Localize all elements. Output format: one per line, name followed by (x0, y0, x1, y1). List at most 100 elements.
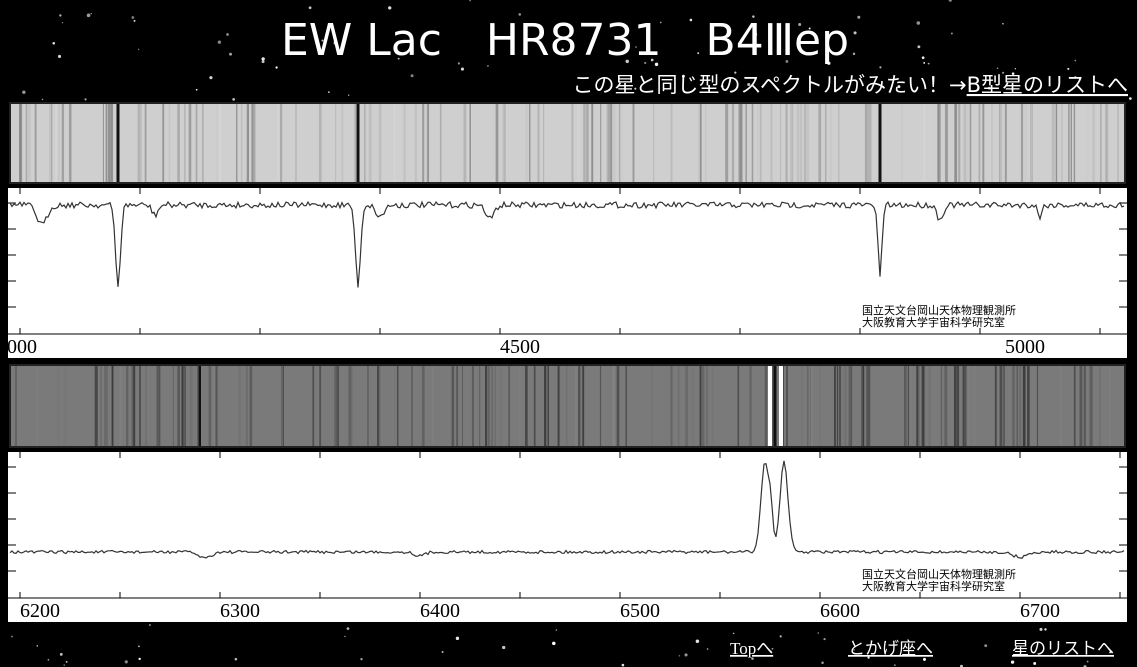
strip-line (137, 104, 140, 182)
list-link[interactable]: B型星のリストへ (967, 73, 1128, 97)
strip-line (806, 104, 810, 182)
strip-line (691, 366, 695, 446)
strip-line (518, 366, 521, 446)
star (1109, 651, 1112, 654)
strip-line (978, 104, 981, 182)
strip-line (334, 104, 337, 182)
strip-line (246, 104, 249, 182)
strip-line (945, 104, 949, 182)
strip-line (665, 366, 669, 446)
star (817, 632, 820, 634)
star (333, 41, 337, 45)
strip-line (537, 104, 540, 182)
strip-line (791, 104, 794, 182)
star (328, 91, 330, 93)
strip-line (1117, 104, 1119, 182)
strip-line (1060, 366, 1062, 446)
strip-line (499, 366, 503, 446)
star (1044, 628, 1047, 631)
star (720, 84, 724, 88)
strip-line (607, 104, 611, 182)
strip-line (973, 366, 976, 446)
star (752, 15, 755, 18)
strip-line (281, 366, 283, 446)
strip-line (848, 366, 850, 446)
star (695, 639, 700, 644)
strip-line (807, 366, 811, 446)
strip-line (105, 104, 108, 182)
strip-line (711, 366, 714, 446)
strip-line (1089, 366, 1093, 446)
strip-line (557, 366, 560, 446)
star (308, 6, 312, 10)
star (469, 0, 471, 2)
strip-line (652, 104, 655, 182)
star (922, 657, 927, 661)
axis-label: 6200 (20, 600, 60, 622)
strip-line (916, 366, 920, 446)
title: EW Lac HR8731 B4Ⅲep (281, 15, 849, 66)
star (917, 45, 921, 49)
axis-label: 6400 (420, 600, 460, 622)
star (518, 13, 522, 16)
strip-line (1105, 104, 1109, 182)
strip-line (585, 104, 589, 182)
strip-line (188, 104, 192, 182)
star (853, 31, 857, 35)
strip-line (867, 366, 871, 446)
strip-line (768, 366, 772, 446)
strip-line (1012, 366, 1015, 446)
strip-line (785, 104, 788, 182)
top-link[interactable]: Topへ (730, 639, 773, 658)
strip-line (312, 366, 315, 446)
axis-label: 000 (7, 336, 37, 358)
strip-line (393, 104, 396, 182)
strip-line (251, 104, 254, 182)
star (697, 52, 700, 55)
strip-line (132, 366, 136, 446)
strip-line (27, 104, 31, 182)
star (232, 97, 236, 101)
strip-line (963, 104, 967, 182)
strip-line (922, 104, 926, 182)
strip-line (162, 104, 165, 182)
strip-line (63, 366, 67, 446)
strip-line (742, 366, 745, 446)
strip-line (485, 366, 488, 446)
strip-line (34, 104, 37, 182)
star (996, 67, 999, 70)
star (11, 635, 13, 638)
strip-line (349, 366, 353, 446)
constellation-link[interactable]: とかげ座へ (848, 639, 933, 658)
star (879, 66, 882, 69)
strip-line (107, 104, 111, 182)
strip-line (1027, 366, 1030, 446)
strip-line (354, 104, 356, 182)
strip-line (625, 366, 628, 446)
strip-line (341, 104, 344, 182)
strip-line (364, 104, 366, 182)
strip-line (954, 366, 957, 446)
strip-line (969, 104, 972, 182)
strip-line (50, 104, 53, 182)
star (678, 655, 681, 657)
strip-line (843, 366, 847, 446)
strip-line (907, 366, 910, 446)
strip-line (1022, 366, 1026, 446)
plot-area (8, 188, 1127, 358)
strip-line (703, 104, 707, 182)
strip-line (685, 366, 689, 446)
strip-line (670, 104, 673, 182)
star (229, 52, 233, 56)
strip-line (725, 104, 729, 182)
strip-line (825, 104, 827, 182)
strip-line (600, 366, 604, 446)
strip-line (218, 104, 222, 182)
star-list-link[interactable]: 星のリストへ (1012, 639, 1114, 658)
strip-line (19, 104, 22, 182)
strip-line (967, 366, 970, 446)
strip-line (533, 366, 535, 446)
strip-line (543, 104, 545, 182)
strip-line (139, 104, 142, 182)
